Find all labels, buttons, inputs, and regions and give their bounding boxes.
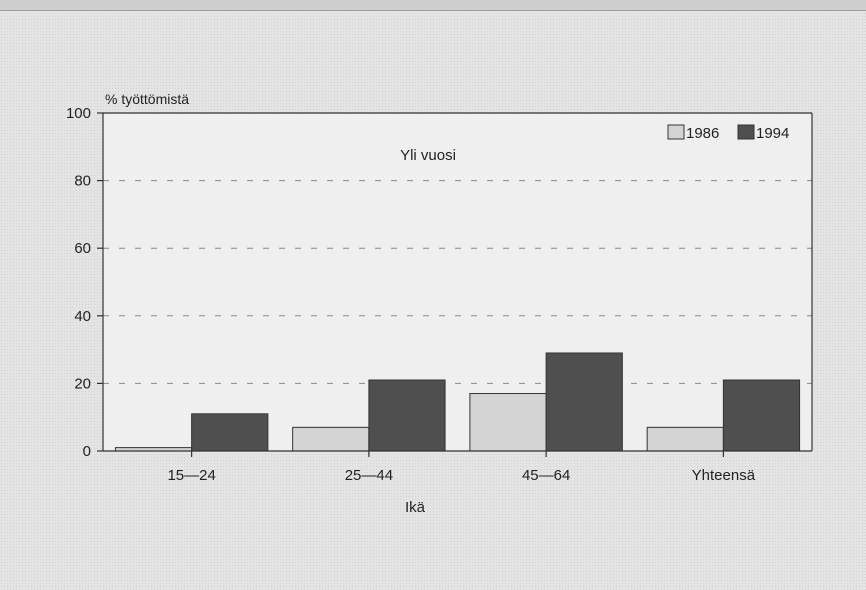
bar-1986 — [469, 393, 547, 452]
plot-area — [103, 113, 812, 451]
chart-inner-title: Yli vuosi — [400, 147, 456, 164]
y-tick-label: 20 — [74, 375, 91, 392]
x-tick-label: 15—24 — [167, 467, 215, 484]
top-band — [0, 0, 866, 11]
legend-swatch-1986 — [667, 124, 685, 140]
bar-1986 — [292, 426, 370, 452]
bar-1994 — [368, 379, 446, 452]
y-tick-label: 0 — [83, 443, 91, 460]
x-axis-title: Ikä — [405, 499, 426, 516]
y-tick-label: 100 — [66, 105, 91, 122]
y-ticks: 0 20 40 60 80 100 — [66, 105, 103, 460]
x-tick-label: 45—64 — [522, 467, 570, 484]
legend: 1986 1994 — [667, 124, 789, 142]
bar-1994 — [191, 413, 269, 452]
legend-label-1986: 1986 — [686, 125, 719, 142]
x-tick-label: 25—44 — [345, 467, 393, 484]
bar-1986 — [646, 426, 724, 452]
axes — [102, 112, 813, 452]
y-axis-title: % työttömistä — [105, 91, 189, 107]
y-tick-label: 40 — [74, 308, 91, 325]
x-ticks: 15—24 25—44 45—64 Yhteensä — [167, 451, 756, 484]
bars — [114, 352, 801, 452]
grid-lines — [103, 180, 812, 384]
y-tick-label: 80 — [74, 173, 91, 190]
bar-1994 — [722, 379, 801, 452]
y-tick-label: 60 — [74, 240, 91, 257]
legend-swatch-1994 — [737, 124, 755, 140]
x-tick-label: Yhteensä — [692, 467, 756, 484]
legend-label-1994: 1994 — [756, 125, 789, 142]
bar-1994 — [545, 352, 623, 452]
